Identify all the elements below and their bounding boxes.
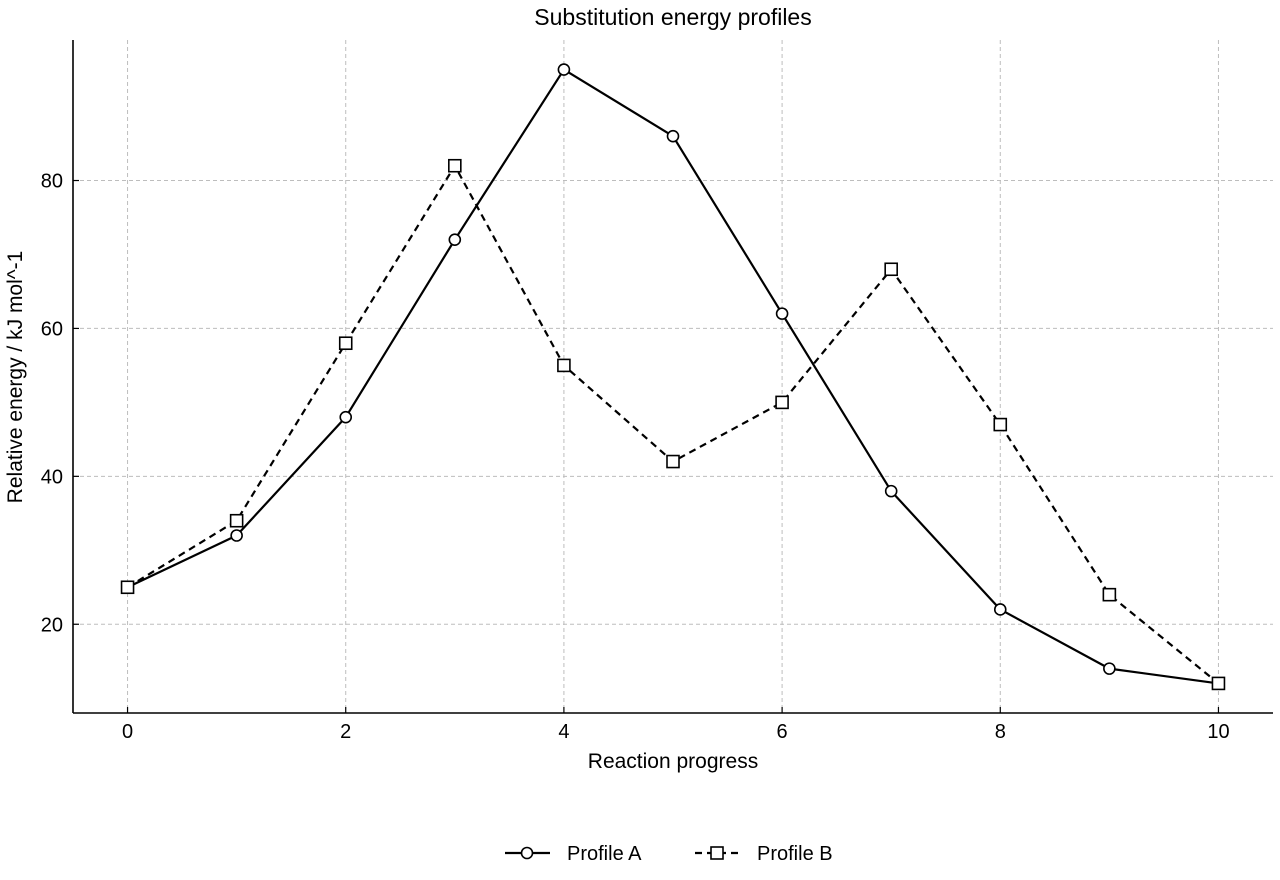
- series-1-point: [230, 529, 243, 542]
- x-tick-label: 8: [995, 721, 1006, 743]
- series-2-point: [448, 158, 462, 173]
- series-markers: [120, 63, 1226, 691]
- series-1-point: [884, 484, 898, 498]
- series-1-point: [339, 410, 353, 424]
- series-2-point: [1102, 587, 1117, 602]
- series-2-point: [557, 358, 571, 373]
- legend-label: Profile B: [757, 843, 833, 865]
- x-tick-label: 6: [777, 721, 788, 743]
- legend: Profile A Profile B: [505, 843, 833, 865]
- series-1-point: [557, 63, 571, 76]
- series-2-point: [775, 395, 789, 410]
- legend-item: Profile A: [505, 843, 642, 865]
- series-1-point: [666, 129, 680, 143]
- series-2-line: [126, 164, 1220, 685]
- chart-title: Substitution energy profiles: [534, 4, 811, 30]
- y-axis-label: Relative energy / kJ mol^-1: [4, 251, 27, 504]
- series-2-point: [120, 580, 135, 595]
- legend-label: Profile A: [567, 843, 642, 865]
- series-2-point: [666, 454, 680, 469]
- series-2-point: [338, 336, 353, 351]
- series-1-line: [127, 68, 1219, 685]
- series-1-point: [993, 603, 1007, 616]
- x-tick-label: 0: [122, 721, 133, 743]
- series-2-point: [229, 513, 244, 528]
- y-tick-label: 80: [41, 171, 63, 193]
- series-lines: [126, 68, 1220, 685]
- grid-lines: [73, 40, 1273, 713]
- axes: [72, 40, 1273, 714]
- y-tick-label: 20: [41, 614, 63, 636]
- legend-marker: [710, 846, 724, 860]
- x-axis-label: Reaction progress: [588, 750, 758, 773]
- x-tick-label: 2: [340, 721, 351, 743]
- series-1-point: [448, 233, 462, 246]
- series-2-point: [993, 417, 1008, 432]
- y-tick-label: 60: [41, 318, 63, 340]
- x-tick-label: 4: [558, 721, 569, 743]
- y-tick-label: 40: [41, 466, 63, 488]
- series-2-point: [1211, 676, 1226, 691]
- series-1-point: [775, 307, 789, 320]
- legend-item: Profile B: [695, 843, 833, 865]
- series-2-point: [884, 262, 898, 277]
- y-ticks: 20 40 60 80: [41, 171, 79, 636]
- series-1-point: [1103, 662, 1116, 675]
- x-ticks: 0 2 4 6 8 10: [122, 707, 1230, 743]
- legend-marker: [520, 846, 534, 860]
- x-tick-label: 10: [1207, 721, 1229, 743]
